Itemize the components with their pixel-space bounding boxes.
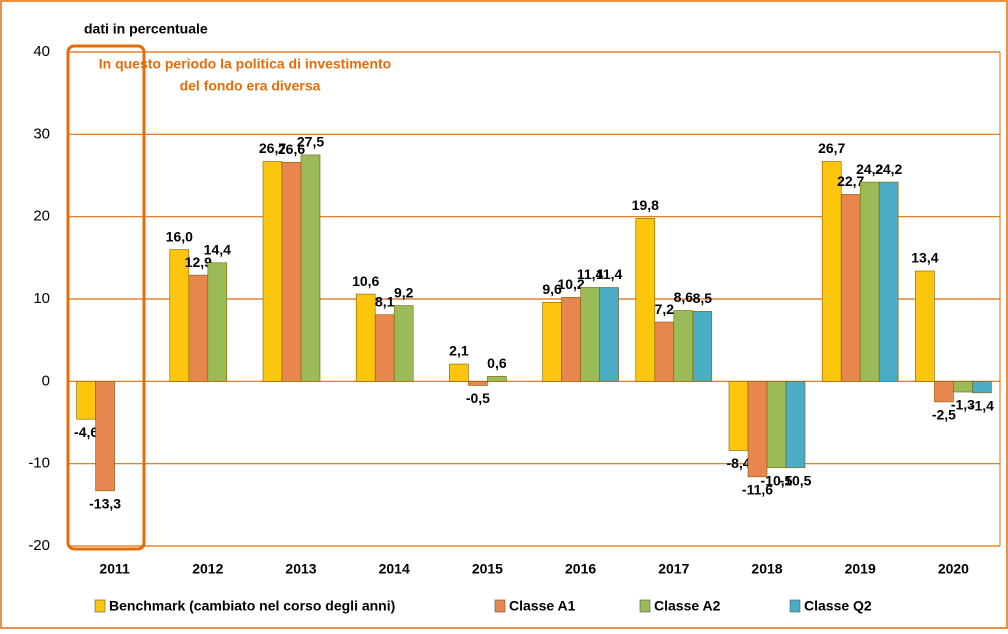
value-label: 24,2 [875,161,902,177]
bar [785,381,806,469]
bar [76,381,96,420]
legend-marker [789,599,801,613]
bar [673,310,694,382]
x-tick-label: 2018 [751,561,782,577]
legend-label: Benchmark (cambiato nel corso degli anni… [109,598,395,614]
x-tick-label: 2015 [472,561,503,577]
y-tick-label: 0 [42,372,50,389]
bar [355,293,376,382]
x-tick-label: 2017 [658,561,689,577]
subtitle: dati in percentuale [84,21,208,37]
bar [821,161,842,382]
x-tick-label: 2011 [99,561,130,577]
value-label: 8,6 [674,289,694,305]
value-label: 13,4 [911,250,938,266]
value-label: -10,5 [761,472,793,488]
x-tick-label: 2016 [565,561,596,577]
legend-label: Classe A1 [509,598,576,614]
bar [542,301,562,382]
x-tick-label: 2014 [379,561,410,577]
bar [766,381,787,469]
value-label: 2,1 [449,343,469,359]
y-tick-label: 20 [33,208,50,225]
value-label: 19,8 [632,197,659,213]
value-label: 9,2 [394,284,414,300]
value-label: -10,5 [780,472,812,488]
bar [599,287,619,382]
value-label: 27,5 [297,134,324,150]
value-label: -1,3 [951,397,975,413]
bar [374,314,395,382]
bar [747,381,768,478]
annotation: del fondo era diversa [180,78,321,94]
bar [95,381,115,492]
x-tick-label: 2013 [285,561,316,577]
value-label: 11,4 [596,266,623,282]
bar [281,162,302,382]
bar [878,181,899,382]
y-tick-label: -10 [28,455,50,472]
bar [300,154,321,382]
bar [953,381,973,393]
legend-marker [639,599,651,613]
value-label: -0,5 [466,390,490,406]
value-label: -11,6 [742,482,773,498]
legend-label: Classe Q2 [804,598,872,614]
bar [915,270,935,382]
legend-marker [494,599,506,613]
value-label: 16,0 [166,228,193,244]
bar [635,218,656,382]
value-label: 14,4 [204,241,231,257]
value-label: -13,3 [89,496,121,512]
x-tick-label: 2020 [938,561,969,577]
bar [692,311,713,382]
value-label: 11,4 [577,266,604,282]
legend-label: Classe A2 [654,598,721,614]
value-label: 10,2 [557,276,584,292]
x-tick-label: 2019 [845,561,876,577]
bar [468,381,488,386]
bar [972,381,992,394]
y-tick-label: -20 [28,537,50,554]
value-label: 26,6 [278,141,305,157]
legend-marker [94,599,106,613]
value-label: 26,7 [818,140,845,156]
value-label: -2,5 [932,407,956,423]
bar [188,274,209,382]
value-label: 24,2 [856,161,883,177]
bar [487,376,507,382]
y-tick-label: 40 [33,43,50,60]
value-label: -4,6 [74,424,98,440]
value-label: 26,7 [259,140,286,156]
value-label: 10,6 [352,273,379,289]
y-tick-label: 30 [33,125,50,142]
value-label: 22,7 [837,173,864,189]
bar [207,262,228,382]
value-label: 8,5 [693,290,713,306]
bar [262,161,283,382]
value-label: 12,9 [185,254,212,270]
value-label: -1,4 [970,398,994,414]
value-label: 7,2 [655,301,675,317]
bar [393,305,414,382]
value-label: 0,6 [487,355,507,371]
bar [580,287,600,382]
annotation: In questo periodo la politica di investi… [99,56,391,72]
bar [728,381,749,451]
bar [561,297,581,382]
value-label: 9,6 [542,281,562,297]
bar [654,321,675,382]
x-tick-label: 2012 [192,561,223,577]
y-tick-label: 10 [33,290,50,307]
value-label: 8,1 [375,293,395,309]
bar [840,194,861,382]
bar [859,181,880,382]
value-label: -8,4 [726,455,750,471]
bar [449,363,469,382]
